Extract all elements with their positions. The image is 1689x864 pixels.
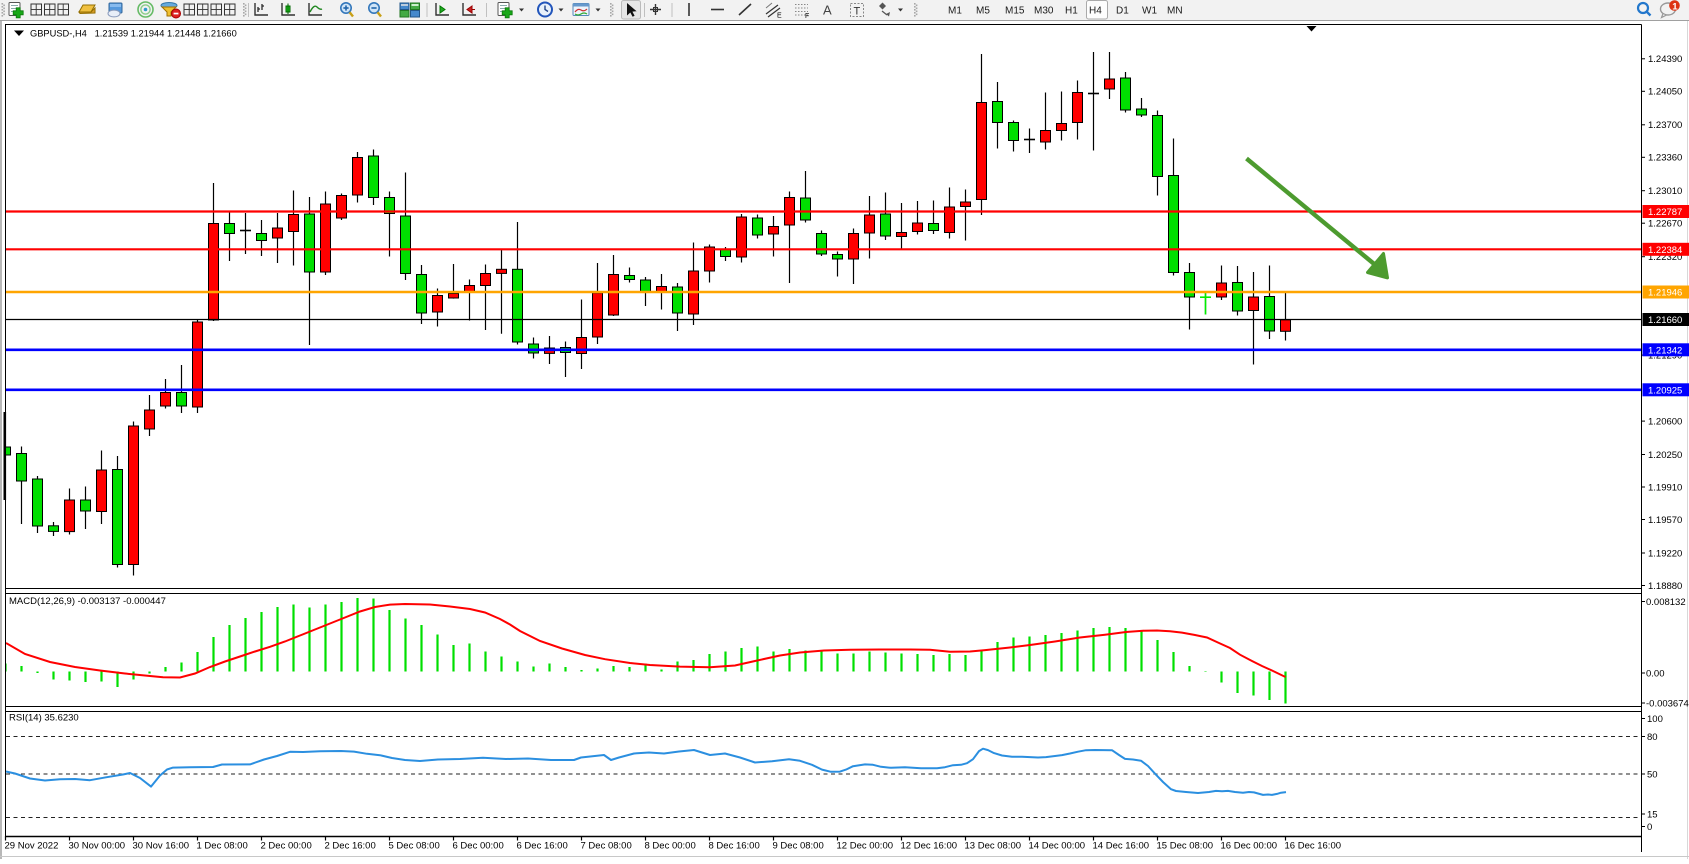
svg-text:1.20600: 1.20600 bbox=[1648, 416, 1682, 427]
svg-text:1: 1 bbox=[1672, 1, 1678, 12]
svg-text:T: T bbox=[854, 6, 861, 18]
svg-text:16 Dec 16:00: 16 Dec 16:00 bbox=[1285, 841, 1342, 852]
svg-text:50: 50 bbox=[1647, 769, 1658, 780]
svg-text:MN: MN bbox=[1167, 6, 1183, 17]
svg-text:30 Nov 00:00: 30 Nov 00:00 bbox=[69, 841, 126, 852]
svg-text:1.21342: 1.21342 bbox=[1648, 345, 1682, 356]
svg-text:E: E bbox=[777, 13, 782, 20]
svg-text:H1: H1 bbox=[1065, 6, 1078, 17]
svg-text:1.20925: 1.20925 bbox=[1648, 385, 1682, 396]
svg-text:14 Dec 00:00: 14 Dec 00:00 bbox=[1029, 841, 1086, 852]
svg-text:1.19570: 1.19570 bbox=[1648, 515, 1682, 526]
svg-text:1.19910: 1.19910 bbox=[1648, 482, 1682, 493]
svg-text:W1: W1 bbox=[1142, 6, 1157, 17]
svg-text:30 Nov 16:00: 30 Nov 16:00 bbox=[133, 841, 190, 852]
svg-text:15: 15 bbox=[1647, 809, 1658, 820]
svg-text:H4: H4 bbox=[1089, 6, 1102, 17]
svg-text:0: 0 bbox=[1647, 822, 1652, 833]
svg-text:12 Dec 00:00: 12 Dec 00:00 bbox=[837, 841, 894, 852]
svg-text:M30: M30 bbox=[1034, 6, 1054, 17]
svg-text:0.00: 0.00 bbox=[1646, 668, 1665, 679]
svg-text:6 Dec 16:00: 6 Dec 16:00 bbox=[517, 841, 568, 852]
svg-text:1.22670: 1.22670 bbox=[1648, 219, 1682, 230]
svg-text:1.21946: 1.21946 bbox=[1648, 288, 1682, 299]
svg-text:80: 80 bbox=[1647, 732, 1658, 743]
svg-text:2 Dec 16:00: 2 Dec 16:00 bbox=[325, 841, 376, 852]
svg-text:1.23700: 1.23700 bbox=[1648, 120, 1682, 131]
svg-text:GBPUSD-,H4 1.21539 1.21944 1: GBPUSD-,H4 1.21539 1.21944 1.21448 1.216… bbox=[30, 29, 237, 39]
svg-text:1.24390: 1.24390 bbox=[1648, 54, 1682, 65]
svg-text:M5: M5 bbox=[976, 6, 990, 17]
svg-text:12 Dec 16:00: 12 Dec 16:00 bbox=[901, 841, 958, 852]
svg-text:A: A bbox=[823, 3, 832, 18]
svg-text:0.008132: 0.008132 bbox=[1646, 597, 1686, 608]
svg-text:D1: D1 bbox=[1116, 6, 1129, 17]
svg-text:1.23360: 1.23360 bbox=[1648, 153, 1682, 164]
svg-text:100: 100 bbox=[1647, 714, 1663, 725]
svg-text:15 Dec 08:00: 15 Dec 08:00 bbox=[1157, 841, 1214, 852]
svg-text:F: F bbox=[805, 13, 809, 20]
svg-text:1.20250: 1.20250 bbox=[1648, 450, 1682, 461]
svg-text:RSI(14) 35.6230: RSI(14) 35.6230 bbox=[9, 713, 79, 724]
svg-text:1.21660: 1.21660 bbox=[1648, 315, 1682, 326]
svg-text:M1: M1 bbox=[948, 6, 962, 17]
svg-text:1 Dec 08:00: 1 Dec 08:00 bbox=[197, 841, 248, 852]
svg-text:1.19220: 1.19220 bbox=[1648, 548, 1682, 559]
svg-text:2 Dec 00:00: 2 Dec 00:00 bbox=[261, 841, 312, 852]
svg-text:29 Nov 2022: 29 Nov 2022 bbox=[5, 841, 59, 852]
svg-text:1.18880: 1.18880 bbox=[1648, 581, 1682, 592]
svg-text:7 Dec 08:00: 7 Dec 08:00 bbox=[581, 841, 632, 852]
svg-text:8 Dec 16:00: 8 Dec 16:00 bbox=[709, 841, 760, 852]
svg-text:1.23010: 1.23010 bbox=[1648, 186, 1682, 197]
svg-text:13 Dec 08:00: 13 Dec 08:00 bbox=[965, 841, 1022, 852]
svg-text:1.22384: 1.22384 bbox=[1648, 245, 1682, 256]
svg-text:9 Dec 08:00: 9 Dec 08:00 bbox=[773, 841, 824, 852]
svg-text:MACD(12,26,9) -0.003137 -0.000: MACD(12,26,9) -0.003137 -0.000447 bbox=[9, 596, 166, 607]
svg-text:M15: M15 bbox=[1005, 6, 1025, 17]
svg-text:6 Dec 00:00: 6 Dec 00:00 bbox=[453, 841, 504, 852]
svg-text:1.22787: 1.22787 bbox=[1648, 207, 1682, 218]
svg-text:-0.003674: -0.003674 bbox=[1646, 698, 1689, 709]
svg-text:5 Dec 08:00: 5 Dec 08:00 bbox=[389, 841, 440, 852]
svg-text:16 Dec 00:00: 16 Dec 00:00 bbox=[1221, 841, 1278, 852]
svg-text:1.24050: 1.24050 bbox=[1648, 87, 1682, 98]
svg-text:8 Dec 00:00: 8 Dec 00:00 bbox=[645, 841, 696, 852]
svg-text:14 Dec 16:00: 14 Dec 16:00 bbox=[1093, 841, 1150, 852]
